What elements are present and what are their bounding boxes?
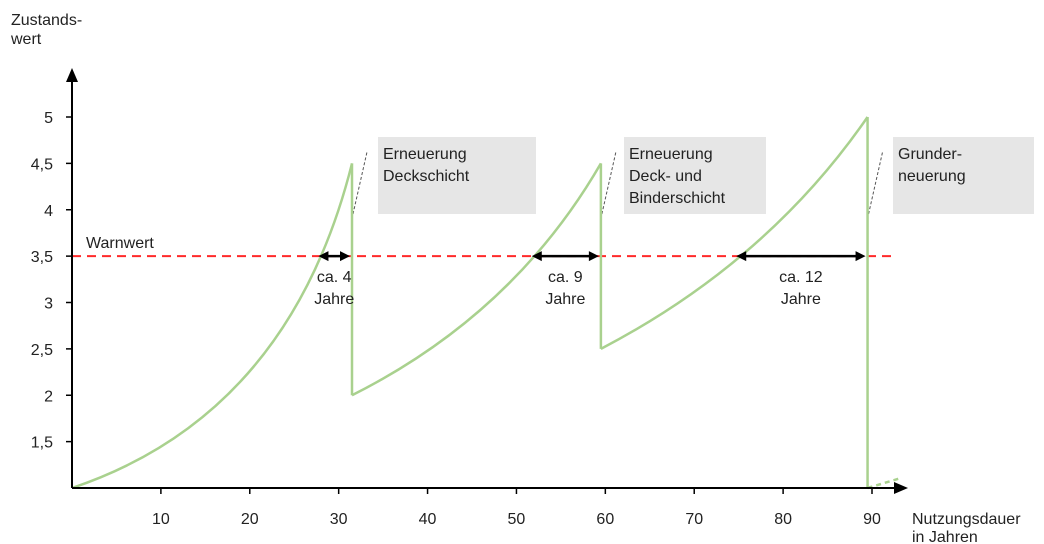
interval-label-2-2: Jahre xyxy=(545,291,585,308)
y-tick-label-3: 2,5 xyxy=(31,342,53,359)
x-tick-label-1: 10 xyxy=(152,511,170,528)
interval-label-3-2: Jahre xyxy=(781,291,821,308)
x-axis-label-1: Nutzungsdauer xyxy=(912,511,1021,528)
interval-arrow-left-2 xyxy=(531,251,542,262)
y-tick-label-5: 3,5 xyxy=(31,249,53,266)
annotation-text-1-2: Deckschicht xyxy=(383,168,470,185)
x-axis-arrow xyxy=(894,482,908,494)
interval-markers xyxy=(318,251,866,262)
y-tick-label-1: 1,5 xyxy=(31,435,53,452)
interval-arrow-left-1 xyxy=(318,251,329,262)
annotation-text-1-1: Erneuerung xyxy=(383,146,467,163)
condition-curve xyxy=(71,116,900,490)
annotation-text-3-1: Grunder- xyxy=(898,146,962,163)
y-axis-label-1: Zustands- xyxy=(11,12,82,29)
x-tick-label-3: 30 xyxy=(330,511,348,528)
annotation-pointer-1 xyxy=(352,151,368,215)
x-tick-label-6: 60 xyxy=(596,511,614,528)
x-axis-label-2: in Jahren xyxy=(912,529,978,544)
interval-arrow-right-2 xyxy=(588,251,599,262)
y-axis-label-2: wert xyxy=(10,31,42,48)
annotation-text-2-1: Erneuerung xyxy=(629,146,713,163)
interval-label-1-2: Jahre xyxy=(314,291,354,308)
annotation-pointer-3 xyxy=(868,151,884,215)
annotation-text-2-3: Binderschicht xyxy=(629,190,726,207)
y-tick-label-2: 2 xyxy=(44,388,53,405)
chart-labels: Erneuerung Deckschicht Erneuerung Deck- und… xyxy=(10,12,1021,544)
curve-continuation xyxy=(867,477,900,490)
curve-segment-1 xyxy=(71,163,354,490)
warning-threshold-label: Warnwert xyxy=(86,235,154,252)
y-tick-label-8: 5 xyxy=(44,110,53,127)
axes xyxy=(66,68,908,494)
annotation-box-2 xyxy=(624,137,766,214)
curve-segment-2 xyxy=(351,162,602,397)
interval-label-2-1: ca. 9 xyxy=(548,269,583,286)
y-tick-label-4: 3 xyxy=(44,296,53,313)
annotation-pointer-2 xyxy=(601,151,617,215)
interval-arrow-right-3 xyxy=(855,251,866,262)
y-tick-label-7: 4,5 xyxy=(31,156,53,173)
x-tick-label-4: 40 xyxy=(419,511,437,528)
interval-label-1-1: ca. 4 xyxy=(317,269,352,286)
x-tick-label-5: 50 xyxy=(508,511,526,528)
annotation-text-3-2: neuerung xyxy=(898,168,966,185)
y-tick-label-6: 4 xyxy=(44,203,53,220)
curve-segment-3 xyxy=(600,116,869,350)
annotation-text-2-2: Deck- und xyxy=(629,168,702,185)
x-tick-label-8: 80 xyxy=(774,511,792,528)
interval-label-3-1: ca. 12 xyxy=(779,269,823,286)
annotation-box-3 xyxy=(893,137,1034,214)
x-tick-label-2: 20 xyxy=(241,511,259,528)
interval-arrow-right-1 xyxy=(340,251,350,262)
x-tick-label-9: 90 xyxy=(863,511,881,528)
interval-arrow-left-3 xyxy=(736,251,747,262)
annotation-box-1 xyxy=(378,137,536,214)
y-axis-arrow xyxy=(66,68,78,82)
annotation-boxes xyxy=(352,137,1034,215)
x-tick-label-7: 70 xyxy=(685,511,703,528)
